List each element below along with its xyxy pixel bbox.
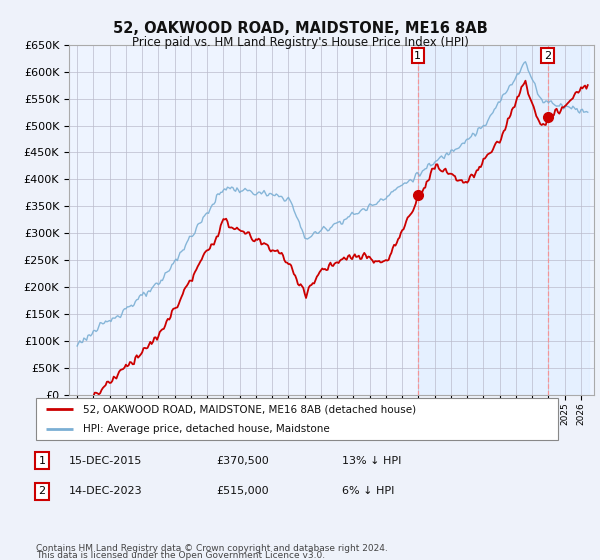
Text: 6% ↓ HPI: 6% ↓ HPI [342,487,394,496]
Text: 13% ↓ HPI: 13% ↓ HPI [342,456,401,465]
Bar [418,45,589,395]
Text: Price paid vs. HM Land Registry's House Price Index (HPI): Price paid vs. HM Land Registry's House … [131,36,469,49]
Text: 2: 2 [544,50,551,60]
Text: 14-DEC-2023: 14-DEC-2023 [69,487,143,496]
Text: This data is licensed under the Open Government Licence v3.0.: This data is licensed under the Open Gov… [36,551,325,560]
Text: £370,500: £370,500 [216,456,269,465]
Text: HPI: Average price, detached house, Maidstone: HPI: Average price, detached house, Maid… [83,424,330,434]
Text: 2: 2 [38,487,46,496]
Text: 52, OAKWOOD ROAD, MAIDSTONE, ME16 8AB: 52, OAKWOOD ROAD, MAIDSTONE, ME16 8AB [113,21,487,36]
FancyBboxPatch shape [36,398,558,440]
Text: 15-DEC-2015: 15-DEC-2015 [69,456,142,465]
Text: Contains HM Land Registry data © Crown copyright and database right 2024.: Contains HM Land Registry data © Crown c… [36,544,388,553]
Text: 1: 1 [38,456,46,465]
Text: 52, OAKWOOD ROAD, MAIDSTONE, ME16 8AB (detached house): 52, OAKWOOD ROAD, MAIDSTONE, ME16 8AB (d… [83,404,416,414]
Text: 1: 1 [415,50,421,60]
Text: £515,000: £515,000 [216,487,269,496]
